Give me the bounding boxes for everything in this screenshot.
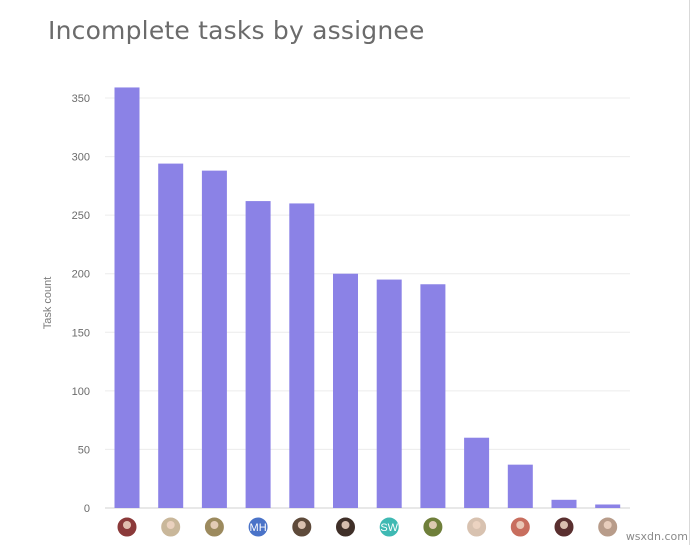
assignee-avatar[interactable] [597,516,619,538]
avatar-face [428,521,437,529]
y-axis-ticks: 0 50 100 150 200 250 300 350 [72,93,90,515]
assignee-avatar[interactable] [553,516,575,538]
watermark: wsxdn.com [625,530,688,543]
y-tick-label: 250 [72,210,90,222]
assignee-avatar[interactable] [116,516,138,538]
y-tick-label: 150 [72,327,90,339]
avatar-face [341,521,350,529]
assignee-avatar[interactable]: MH [247,516,269,538]
bar[interactable] [333,273,358,508]
avatar-initials: SW [380,522,398,534]
bar[interactable] [245,201,271,509]
gridlines [105,97,630,509]
y-axis-title: Task count [42,277,54,330]
assignee-avatar[interactable] [335,516,356,538]
assignee-avatar[interactable] [160,516,182,538]
assignee-avatar[interactable] [291,516,313,538]
y-tick-label: 300 [72,152,90,164]
assignee-avatar[interactable] [203,516,225,538]
bar[interactable] [114,87,140,508]
bar[interactable] [376,279,402,508]
avatar-face [472,521,481,529]
assignee-avatar[interactable] [466,516,488,538]
avatar-initials: MH [250,522,267,534]
y-tick-label: 350 [72,93,90,105]
assignee-avatar[interactable] [422,516,444,538]
bars [114,87,621,509]
avatar-face [560,521,568,529]
avatar-face [297,521,306,529]
avatar-circle [378,516,400,538]
avatar-face [210,521,219,529]
y-tick-label: 100 [72,386,90,398]
bar[interactable] [464,437,490,508]
assignee-avatar[interactable] [509,516,531,538]
assignee-avatars: MH SW [116,516,619,538]
bar[interactable] [507,464,533,508]
assignee-avatar[interactable]: SW [378,516,400,538]
bar[interactable] [551,499,577,508]
bar[interactable] [158,163,184,508]
y-tick-label: 200 [72,269,90,281]
bar[interactable] [289,203,315,508]
avatar-face [123,521,131,529]
y-tick-label: 50 [78,444,90,456]
bar[interactable] [201,170,227,508]
avatar-face [603,521,612,529]
bar[interactable] [420,284,446,508]
avatar-face [166,521,175,529]
avatar-circle [247,516,269,538]
avatar-face [516,521,525,529]
chart-title: Incomplete tasks by assignee [48,16,425,45]
bar[interactable] [595,504,621,508]
y-tick-label: 0 [84,503,90,515]
